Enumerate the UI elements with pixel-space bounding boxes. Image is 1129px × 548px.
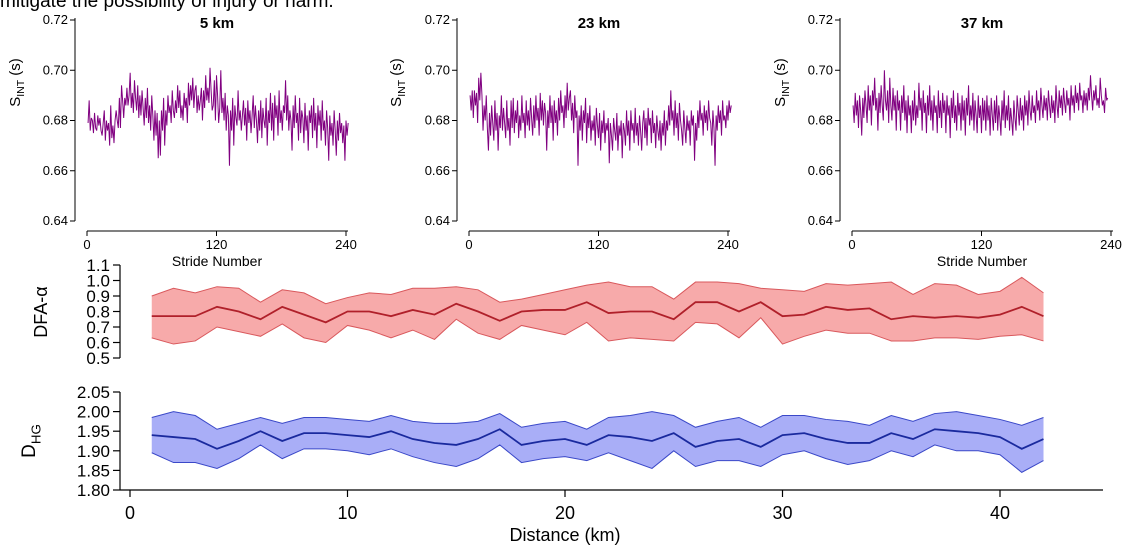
- y-tick-label: 0.72: [43, 12, 68, 27]
- y-tick-label: 0.5: [86, 349, 110, 368]
- y-tick-label: 1.80: [77, 481, 110, 500]
- y-axis-label: SINT (s): [388, 58, 408, 107]
- spread-band: [151, 277, 1044, 345]
- panel-title: 23 km: [578, 15, 621, 32]
- y-tick-label: 0.70: [425, 62, 450, 77]
- x-tick-label: 0: [848, 237, 855, 252]
- y-tick-label: 0.68: [808, 113, 833, 128]
- y-tick-label: 2.05: [77, 383, 110, 402]
- y-tick-label: 0.64: [808, 213, 833, 228]
- x-tick-label: 0: [125, 503, 135, 523]
- upper-bound-line: [151, 411, 1044, 430]
- y-tick-label: 0.70: [808, 62, 833, 77]
- y-tick-label: 0.66: [808, 163, 833, 178]
- y-axis-label: DFA-α: [31, 286, 51, 337]
- x-axis-label: Stride Number: [937, 253, 1028, 269]
- stride-interval-series: [87, 67, 349, 166]
- y-tick-label: 0.68: [43, 113, 68, 128]
- panel-dfa-alpha: 0.50.60.70.80.91.01.1 DFA-α: [31, 256, 1044, 368]
- y-tick-label: 1.90: [77, 442, 110, 461]
- x-tick-label: 120: [206, 237, 228, 252]
- y-axis-label: SINT (s): [7, 58, 27, 107]
- x-axis-label: Distance (km): [509, 525, 620, 545]
- y-tick-label: 1.1: [86, 256, 110, 275]
- y-tick-label: 1.0: [86, 272, 110, 291]
- panel-23km: 0.64 0.66 0.68 0.70 0.72 0 120 240 23 km SINT (s): [388, 12, 739, 252]
- y-tick-label: 0.9: [86, 287, 110, 306]
- panel-dhg: 1.801.851.901.952.002.05 DHG 0 10 20 30 40 Dist…: [19, 383, 1103, 545]
- panel-title: 5 km: [200, 15, 234, 32]
- lower-bound-line: [151, 316, 1044, 345]
- spread-band: [151, 411, 1044, 473]
- mean-line: [151, 428, 1044, 450]
- mean-line: [151, 301, 1044, 324]
- x-tick-label: 240: [335, 237, 357, 252]
- panel-title: 37 km: [961, 15, 1004, 32]
- x-axis-label: Stride Number: [172, 253, 263, 269]
- y-tick-label: 2.00: [77, 403, 110, 422]
- lower-bound-line: [151, 444, 1044, 473]
- panel-5km: 0.64 0.66 0.68 0.70 0.72 0 120 240 5 km Stride Nu…: [7, 12, 357, 269]
- x-tick-label: 20: [555, 503, 575, 523]
- y-tick-label: 1.85: [77, 461, 110, 480]
- y-tick-label: 1.95: [77, 422, 110, 441]
- y-axis-label: SINT (s): [772, 58, 792, 107]
- x-tick-label: 240: [717, 237, 739, 252]
- upper-bound-line: [151, 276, 1044, 305]
- y-tick-label: 0.70: [43, 62, 68, 77]
- y-tick-label: 0.8: [86, 303, 110, 322]
- y-tick-label: 0.68: [425, 113, 450, 128]
- y-tick-label: 0.64: [43, 213, 68, 228]
- x-tick-label: 10: [337, 503, 357, 523]
- x-tick-label: 40: [990, 503, 1010, 523]
- x-tick-label: 240: [1100, 237, 1122, 252]
- stride-interval-series: [469, 72, 732, 166]
- caption-fragment: mitigate the possibility of injury or ha…: [0, 0, 334, 12]
- y-axis-label: DHG: [19, 424, 43, 458]
- panel-37km: 0.64 0.66 0.68 0.70 0.72 0 120 240 37 km Stride N…: [772, 12, 1122, 269]
- y-tick-label: 0.72: [808, 12, 833, 27]
- y-tick-label: 0.72: [425, 12, 450, 27]
- x-tick-label: 0: [465, 237, 472, 252]
- x-tick-label: 120: [588, 237, 610, 252]
- y-tick-label: 0.66: [43, 163, 68, 178]
- x-tick-label: 0: [83, 237, 90, 252]
- stride-interval-series: [852, 70, 1109, 139]
- x-tick-label: 120: [971, 237, 993, 252]
- y-tick-label: 0.64: [425, 213, 450, 228]
- y-tick-label: 0.66: [425, 163, 450, 178]
- x-tick-label: 30: [772, 503, 792, 523]
- y-tick-label: 0.6: [86, 334, 110, 353]
- y-tick-label: 0.7: [86, 318, 110, 337]
